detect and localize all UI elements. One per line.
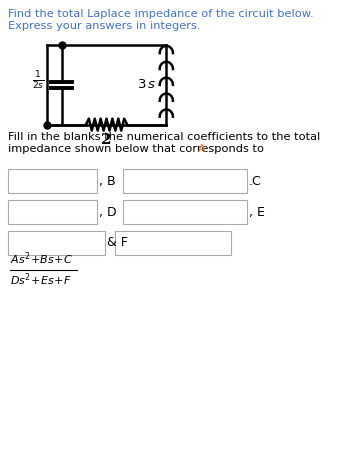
Text: A: A xyxy=(198,145,206,154)
Text: $\frac{1}{2s}$: $\frac{1}{2s}$ xyxy=(31,70,44,92)
Text: Find the total Laplace impedance of the circuit below.: Find the total Laplace impedance of the … xyxy=(8,9,314,19)
Text: $Ds^2\!+\!Es\!+\!F$: $Ds^2\!+\!Es\!+\!F$ xyxy=(10,272,71,288)
Bar xyxy=(8,231,105,255)
Text: , D: , D xyxy=(99,206,116,219)
Text: $3\,s$: $3\,s$ xyxy=(138,79,156,91)
Text: , E: , E xyxy=(249,206,265,219)
Text: .C: .C xyxy=(249,175,262,188)
Bar xyxy=(123,200,247,224)
Bar xyxy=(8,169,97,193)
Bar xyxy=(115,231,231,255)
Text: impedance shown below that corresponds to: impedance shown below that corresponds t… xyxy=(8,145,268,154)
Text: & F: & F xyxy=(107,236,128,249)
Bar xyxy=(8,200,97,224)
Text: , B: , B xyxy=(99,175,115,188)
Bar xyxy=(123,169,247,193)
Text: 2: 2 xyxy=(101,132,112,146)
Text: Fill in the blanks the numerical coefficients to the total: Fill in the blanks the numerical coeffic… xyxy=(8,132,320,141)
Text: Express your answers in integers.: Express your answers in integers. xyxy=(8,21,200,31)
Text: $As^2\!+\!Bs\!+\!C$: $As^2\!+\!Bs\!+\!C$ xyxy=(10,250,73,267)
